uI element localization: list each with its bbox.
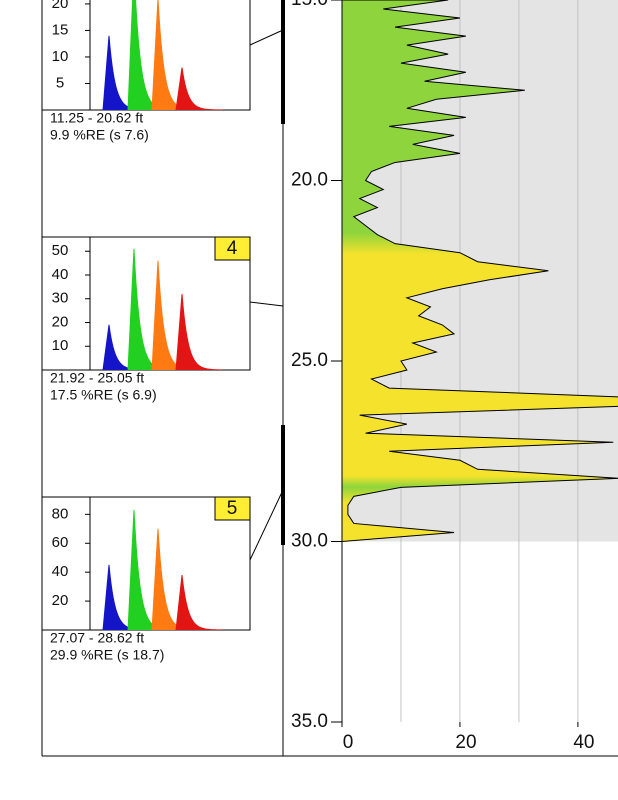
x-tick-label: 40 [573,732,594,753]
caption: 27.07 - 28.62 ft [50,630,144,646]
y-tick-label: 80 [52,505,69,522]
y-tick-label: 50 [52,242,69,259]
y-tick-label: 20.0 [291,170,328,191]
panel-label-box [214,236,251,261]
panel-label: 4 [227,238,238,259]
y-tick-label: 20 [52,313,69,330]
y-tick-label: 15.0 [291,0,328,10]
y-tick-label: 20 [52,0,69,12]
caption: 21.92 - 25.05 ft [50,370,144,386]
y-tick-label: 60 [52,534,69,551]
y-tick-label: 40 [52,266,69,283]
caption: 17.5 %RE (s 6.9) [50,387,157,403]
y-tick-label: 10 [52,337,69,354]
caption: 29.9 %RE (s 18.7) [50,647,164,663]
caption: 9.9 %RE (s 7.6) [50,127,149,143]
connector [249,301,284,307]
y-tick-label: 35.0 [291,711,328,732]
y-tick-label: 30 [52,290,69,307]
connector [249,29,284,46]
peak [175,67,223,110]
caption: 11.25 - 20.62 ft [50,110,143,126]
y-tick-label: 40 [52,563,69,580]
y-tick-label: 20 [52,592,69,609]
y-tick-label: 15 [52,21,69,38]
peak [175,575,223,630]
x-tick-label: 20 [455,732,476,753]
panel-label: 5 [227,498,238,519]
y-tick-label: 5 [56,74,64,91]
panel-label-box [214,496,251,521]
y-tick-label: 25.0 [291,350,328,371]
peak [175,293,223,370]
y-tick-label: 10 [52,48,69,65]
x-tick-label: 0 [343,732,354,753]
area [342,0,618,543]
connector [249,489,284,561]
y-tick-label: 30.0 [291,531,328,552]
